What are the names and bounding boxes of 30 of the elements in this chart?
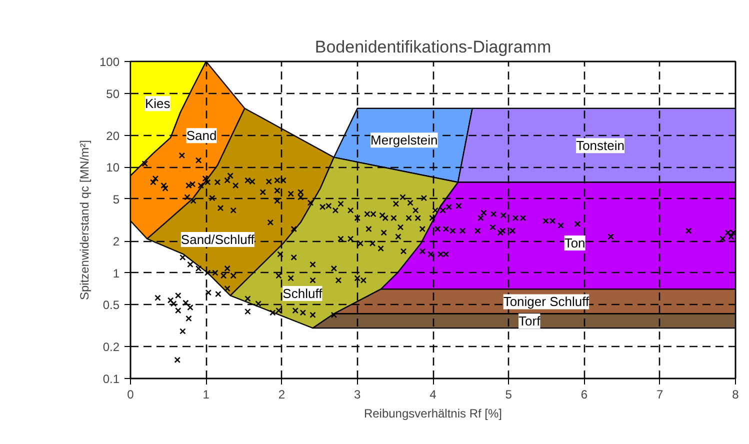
x-tick-label: 5: [505, 388, 512, 402]
series-label: Kies: [145, 96, 171, 112]
series-label: Ton: [564, 236, 586, 251]
x-tick-label: 6: [580, 388, 588, 402]
y-tick-label: 0.1: [102, 372, 120, 386]
y-tick-label: 100: [99, 55, 120, 69]
series-label: Mergelstein: [370, 132, 438, 148]
x-axis-title: Reibungsverhältnis Rf [%]: [364, 406, 502, 420]
y-axis-title: Spitzenwiderstand qc [MN/m²]: [77, 140, 92, 300]
y-tick-label: 1: [112, 266, 120, 280]
series-label: Torf: [518, 313, 541, 328]
x-tick-label: 2: [278, 388, 286, 402]
x-tick-label: 0: [127, 388, 134, 402]
series-label: Sand/Schluff: [180, 232, 255, 248]
series-label: Sand: [186, 128, 217, 144]
x-tick-label: 3: [354, 388, 362, 402]
x-tick-label: 7: [656, 388, 664, 402]
y-tick-label: 0.5: [102, 298, 120, 312]
x-tick-label: 8: [732, 388, 740, 402]
chart-title: Bodenidentifikations-Diagramm: [314, 38, 552, 56]
series-label: Schluff: [282, 286, 323, 302]
x-tick-label: 1: [202, 388, 210, 402]
y-tick-label: 20: [106, 128, 120, 143]
y-tick-label: 2: [112, 234, 120, 249]
y-tick-label: 50: [106, 86, 120, 101]
y-tick-label: 0.2: [102, 340, 120, 354]
x-tick-label: 4: [430, 388, 437, 402]
y-tick-label: 5: [112, 192, 120, 206]
y-tick-label: 10: [106, 160, 120, 175]
series-label: Tonstein: [576, 138, 624, 154]
